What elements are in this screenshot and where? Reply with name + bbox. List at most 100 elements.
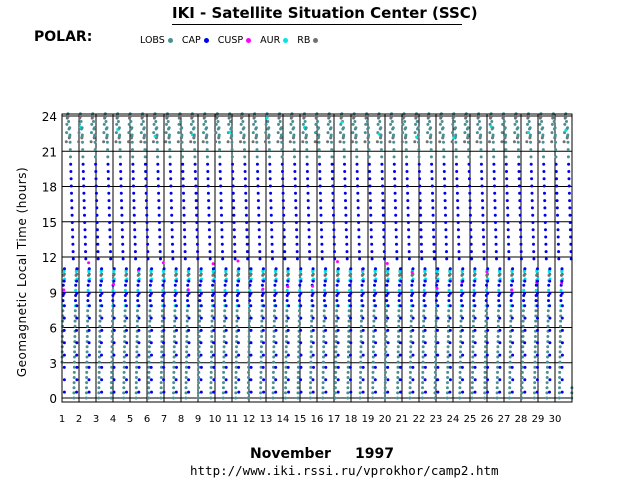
point-cusp xyxy=(385,262,389,265)
point-cap xyxy=(442,162,446,166)
point-cap xyxy=(431,213,435,217)
point-cap xyxy=(543,206,547,210)
point-cusp xyxy=(87,261,91,265)
x-tick-label: 4 xyxy=(110,414,116,425)
point-lobs xyxy=(367,155,371,159)
point-cap xyxy=(511,353,515,357)
point-cap xyxy=(519,242,523,246)
point-cap xyxy=(498,390,502,394)
point-lobs xyxy=(134,391,138,395)
point-cap xyxy=(517,170,521,173)
point-rb xyxy=(361,272,365,276)
point-lobs xyxy=(509,309,513,313)
point-cap xyxy=(336,378,340,382)
point-cap xyxy=(530,177,534,181)
point-lobs xyxy=(246,381,250,385)
point-cap xyxy=(436,341,440,345)
point-lobs xyxy=(259,391,263,395)
point-cap xyxy=(548,291,552,295)
point-cap xyxy=(282,235,286,239)
point-rb xyxy=(438,140,442,144)
point-aur xyxy=(564,128,568,132)
point-lobs xyxy=(172,360,176,364)
point-lobs xyxy=(429,148,433,152)
point-cap xyxy=(75,378,79,382)
point-lobs xyxy=(122,365,126,369)
y-tick-label: 9 xyxy=(49,286,57,300)
point-lobs xyxy=(171,396,175,400)
point-lobs xyxy=(466,133,470,137)
point-cap xyxy=(467,170,471,173)
point-cap xyxy=(258,257,262,261)
source-url[interactable]: http://www.iki.rssi.ru/vprokhor/camp2.ht… xyxy=(190,463,499,478)
point-lobs xyxy=(198,324,201,328)
point-lobs xyxy=(491,133,495,137)
point-cap xyxy=(393,184,397,188)
point-cap xyxy=(150,328,154,332)
point-cap xyxy=(560,316,564,320)
point-cap xyxy=(95,213,99,217)
point-cap xyxy=(281,184,285,188)
point-lobs xyxy=(322,340,326,344)
point-lobs xyxy=(463,131,467,135)
point-cap xyxy=(199,291,203,295)
point-lobs xyxy=(396,370,400,374)
point-cap xyxy=(386,353,390,357)
y-tick-label: 18 xyxy=(42,181,57,195)
point-cap xyxy=(448,279,452,283)
point-lobs xyxy=(347,319,351,323)
point-lobs xyxy=(520,376,524,379)
point-cap xyxy=(299,291,303,295)
point-lobs xyxy=(422,324,426,328)
point-lobs xyxy=(134,376,138,379)
point-cap xyxy=(137,390,141,394)
point-cap xyxy=(249,279,253,283)
point-lobs xyxy=(421,345,425,349)
point-lobs xyxy=(454,148,458,152)
point-lobs xyxy=(317,140,321,144)
point-lobs xyxy=(504,148,508,152)
point-lobs xyxy=(559,314,563,318)
point-cap xyxy=(281,170,284,173)
point-lobs xyxy=(483,396,487,400)
point-lobs xyxy=(97,381,101,385)
point-lobs xyxy=(408,386,412,390)
point-cap xyxy=(112,316,116,320)
point-lobs xyxy=(242,133,246,137)
point-lobs xyxy=(114,131,118,135)
point-lobs xyxy=(459,324,463,328)
point-cap xyxy=(120,228,124,232)
point-lobs xyxy=(160,324,164,328)
point-cap xyxy=(299,341,303,345)
point-cap xyxy=(523,316,527,320)
point-lobs xyxy=(355,155,359,159)
point-lobs xyxy=(558,360,562,364)
point-lobs xyxy=(97,365,101,369)
point-lobs xyxy=(433,365,437,369)
point-cap xyxy=(385,283,389,287)
point-cap xyxy=(417,170,421,173)
y-tick-label: 24 xyxy=(42,110,57,124)
point-lobs xyxy=(322,324,326,328)
point-cap xyxy=(212,341,216,345)
point-lobs xyxy=(550,122,554,126)
point-lobs xyxy=(209,365,213,369)
point-lobs xyxy=(504,140,508,144)
point-lobs xyxy=(472,309,476,313)
point-lobs xyxy=(428,120,432,123)
point-lobs xyxy=(367,133,371,137)
point-cap xyxy=(100,365,104,369)
point-lobs xyxy=(413,131,417,135)
chart-points xyxy=(60,112,574,400)
point-cap xyxy=(461,291,465,295)
point-lobs xyxy=(429,155,433,159)
point-lobs xyxy=(77,122,81,126)
point-cap xyxy=(519,228,523,232)
point-cap xyxy=(373,283,376,287)
point-lobs xyxy=(180,126,184,130)
point-cap xyxy=(161,283,165,287)
point-lobs xyxy=(177,131,181,135)
point-cap xyxy=(345,242,349,246)
point-lobs xyxy=(218,155,222,159)
point-lobs xyxy=(284,360,288,364)
